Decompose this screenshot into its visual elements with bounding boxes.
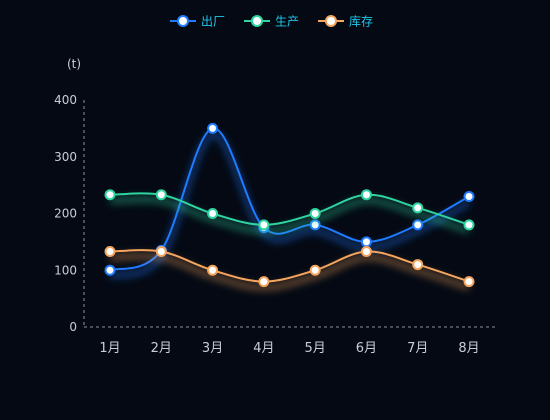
legend-marker [325,15,337,27]
x-tick-label: 5月 [305,341,326,356]
legend-label: 出厂 [201,15,225,29]
x-tick-label: 2月 [151,341,172,356]
legend-item[interactable]: 库存 [318,14,373,29]
y-tick-label: 100 [54,263,77,277]
data-point[interactable] [104,264,116,276]
series-2 [104,189,475,234]
legend-label: 生产 [275,15,299,29]
legend-marker [251,15,263,27]
y-axis: 0 100 200 300 400 [54,93,85,334]
y-axis-unit-label: (t) [67,57,81,71]
data-point[interactable] [412,259,424,271]
x-tick-label: 1月 [99,341,120,356]
data-point[interactable] [207,208,219,219]
data-point[interactable] [207,122,219,134]
data-point[interactable] [104,246,116,258]
data-point[interactable] [258,276,270,288]
data-point[interactable] [412,219,424,231]
x-tick-label: 8月 [458,341,479,356]
y-tick-label: 400 [54,93,77,107]
y-tick-label: 0 [69,320,77,334]
data-point[interactable] [207,264,219,276]
data-point[interactable] [412,202,424,214]
data-point[interactable] [258,219,270,231]
data-point[interactable] [463,219,475,231]
data-point[interactable] [309,264,321,276]
legend-marker [177,15,189,27]
y-tick-label: 300 [54,150,77,164]
x-tick-label: 6月 [356,341,377,356]
data-point[interactable] [360,246,372,258]
x-axis: 1月 2月 3月 4月 5月 6月 7月 8月 [84,326,495,356]
legend-label: 库存 [349,14,373,29]
data-point[interactable] [463,190,475,202]
data-point[interactable] [155,246,167,258]
data-point[interactable] [104,189,116,201]
legend-item[interactable]: 生产 [244,15,299,29]
data-point[interactable] [360,189,372,201]
series-line-glow [109,253,470,291]
series-3 [104,246,475,291]
x-tick-label: 3月 [202,341,223,356]
series-line-glow [109,196,470,234]
data-point[interactable] [309,208,321,219]
legend-item[interactable]: 出厂 [170,15,225,29]
series-layer [104,122,475,291]
y-tick-label: 200 [54,207,77,221]
data-point[interactable] [463,276,475,288]
x-tick-label: 4月 [253,341,274,356]
data-point[interactable] [155,189,167,201]
legend: 出厂 生产 库存 [170,14,373,29]
x-tick-label: 7月 [407,341,428,356]
data-point[interactable] [360,236,372,248]
